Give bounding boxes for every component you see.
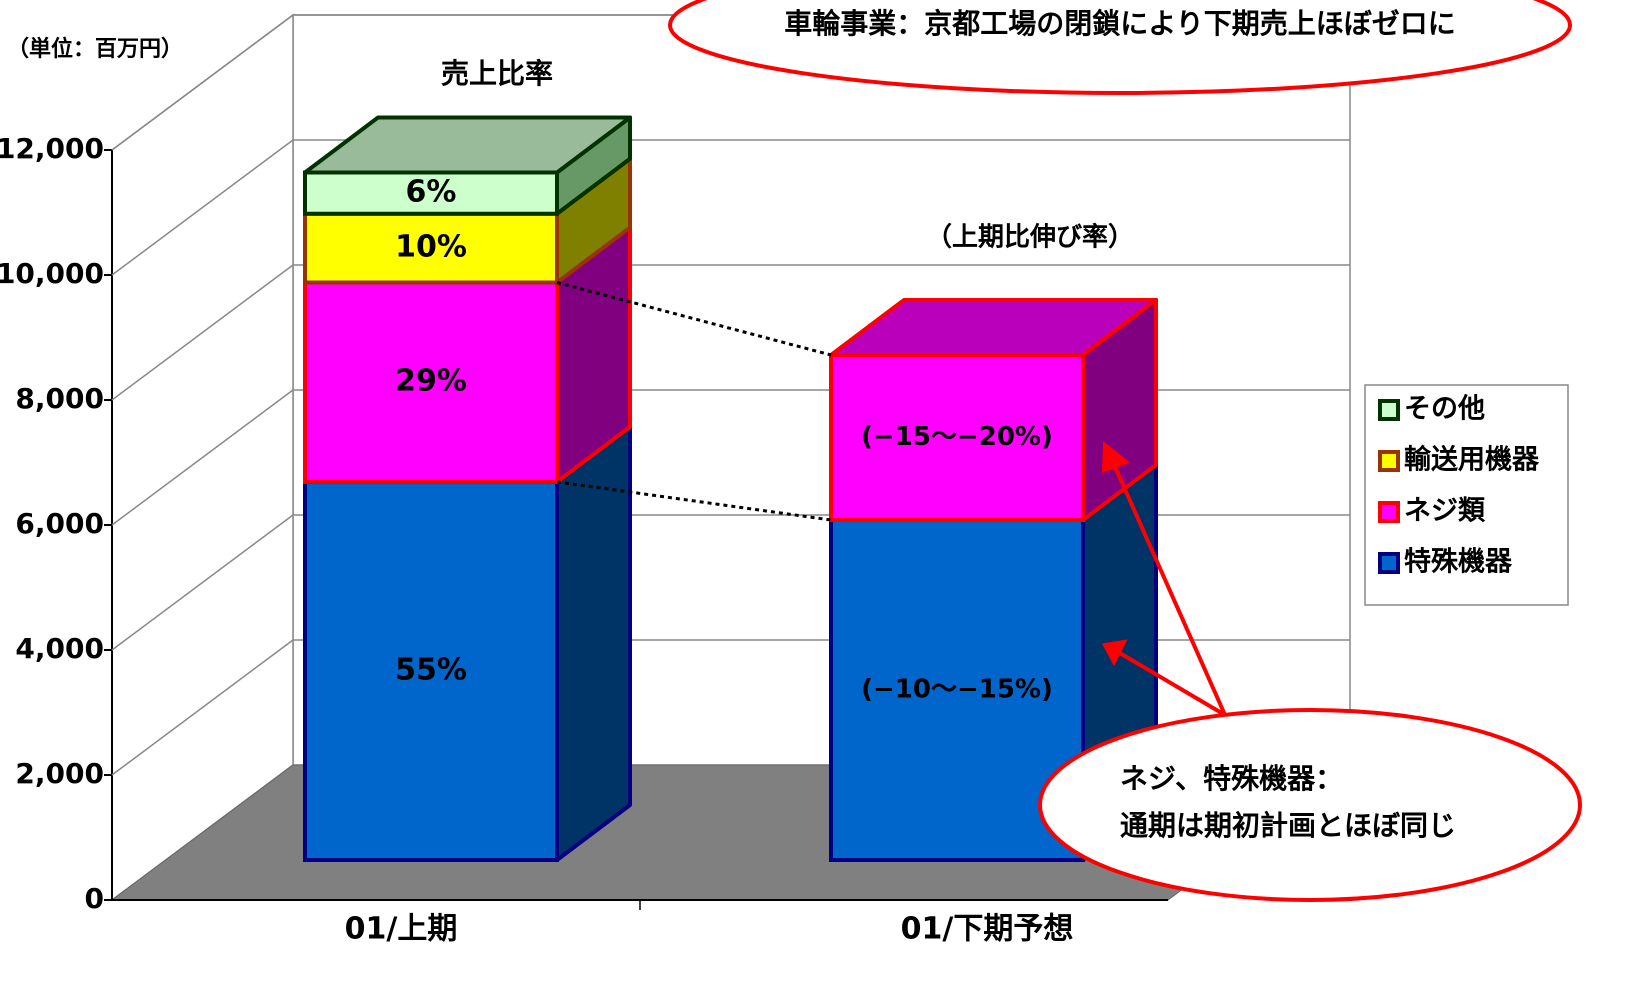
y-tick-label: 2,000 — [15, 757, 104, 790]
chart-title: 売上比率 — [441, 57, 553, 90]
share-label: 55% — [395, 652, 467, 687]
y-tick-label: 4,000 — [15, 632, 104, 665]
y-tick-label: 12,000 — [0, 132, 104, 165]
callout: 通期は期初計画とほぼ同じ — [1120, 809, 1456, 842]
arrow — [1110, 459, 1227, 716]
bar — [303, 479, 559, 862]
callout-bubble — [668, 0, 1572, 95]
x-tick-label: 01/下期予想 — [901, 912, 1074, 947]
grid-line — [111, 514, 294, 651]
growth-label: (−10〜−15%) — [861, 675, 1053, 705]
x-tick-label: 01/上期 — [345, 912, 458, 947]
legend-label: 特殊機器 — [1404, 547, 1513, 578]
growth-title: （上期比伸び率） — [926, 222, 1134, 253]
legend-swatch — [1378, 552, 1400, 574]
growth-label: (−15〜−20%) — [861, 422, 1053, 452]
bar-top — [303, 115, 632, 175]
unit-label: （単位：百万円） — [7, 36, 183, 62]
legend-swatch — [1378, 399, 1400, 421]
legend-label: その他 — [1404, 394, 1485, 425]
bar-side — [555, 424, 632, 862]
legend-label: 輸送用機器 — [1404, 444, 1540, 476]
grid-line — [111, 139, 294, 276]
arrow-head — [1101, 639, 1128, 667]
share-label: 6% — [406, 175, 457, 210]
y-tick-label: 6,000 — [15, 507, 104, 540]
callout: 車輪事業：京都工場の閉鎖により下期売上ほぼゼロに — [784, 7, 1455, 40]
y-tick-label: 0 — [85, 882, 104, 915]
legend-swatch — [1378, 450, 1400, 472]
bar — [303, 211, 559, 285]
callout-bubble — [1038, 708, 1582, 902]
grid-line — [111, 14, 294, 151]
legend-label: ネジ類 — [1404, 496, 1486, 527]
y-tick-label: 10,000 — [0, 257, 104, 290]
connector — [556, 480, 832, 522]
share-label: 29% — [395, 364, 467, 399]
arrow-head — [1101, 440, 1131, 473]
grid-line — [111, 264, 294, 401]
callout: ネジ、特殊機器： — [1120, 762, 1343, 795]
share-label: 10% — [395, 230, 467, 265]
y-tick-label: 8,000 — [15, 382, 104, 415]
legend-swatch — [1378, 501, 1400, 523]
bar-top — [829, 298, 1158, 357]
arrow — [1116, 650, 1227, 717]
grid-line — [111, 389, 294, 526]
grid-line — [111, 639, 294, 776]
